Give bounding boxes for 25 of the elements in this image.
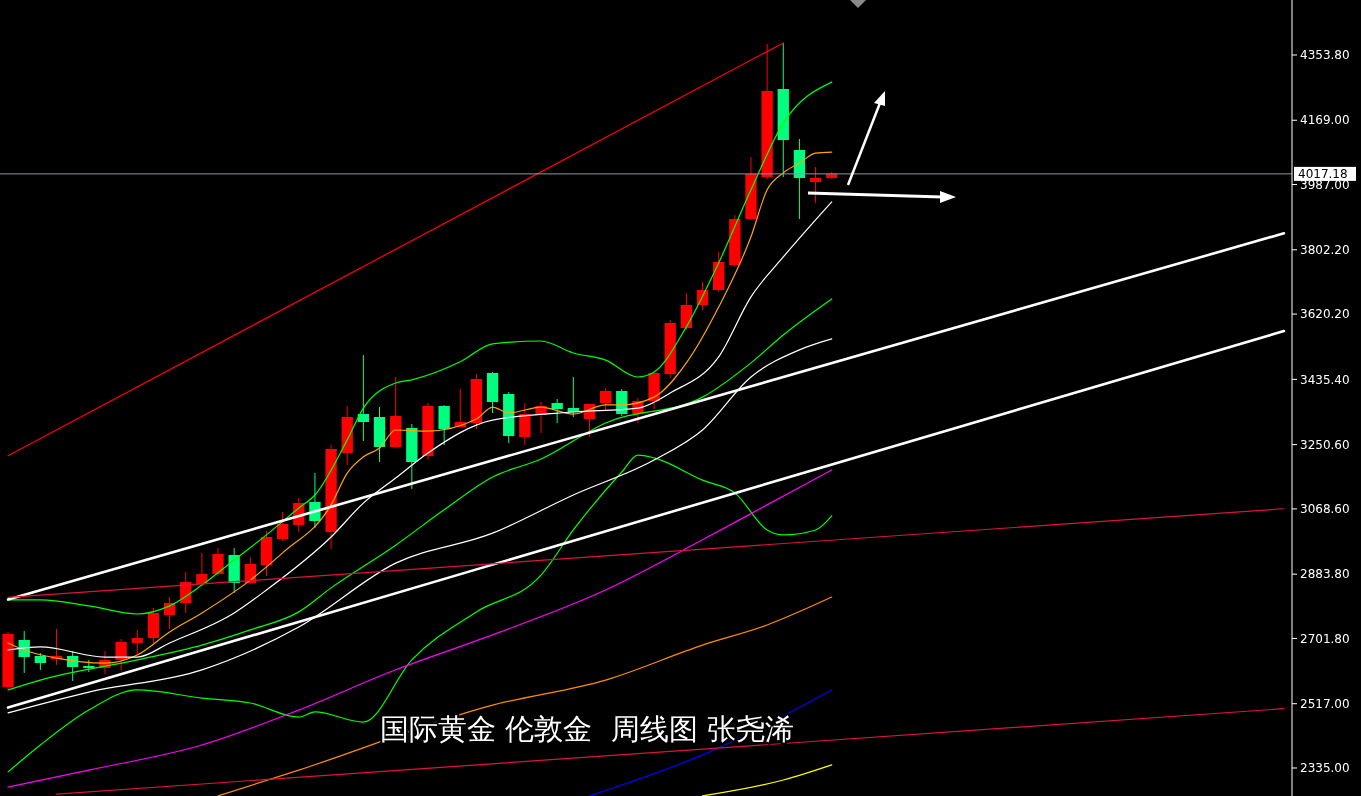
y-tick-label: 2883.80 <box>1300 567 1350 582</box>
y-tick-label: 2517.00 <box>1300 696 1350 711</box>
candlestick <box>551 398 563 424</box>
y-tick-label: 4353.80 <box>1300 48 1350 63</box>
y-tick-label: 3802.20 <box>1300 243 1350 258</box>
y-tick-label: 4169.00 <box>1300 113 1350 128</box>
y-tick-label: 3250.60 <box>1300 437 1350 452</box>
line-series <box>217 596 833 796</box>
y-tick-label: 3620.20 <box>1300 307 1350 322</box>
candlestick <box>809 166 822 204</box>
y-tick-label: 3435.40 <box>1300 372 1350 387</box>
y-tick-label: 2335.00 <box>1300 761 1350 776</box>
candlestick <box>276 511 289 542</box>
candlestick <box>131 629 143 656</box>
candlestick <box>357 354 370 442</box>
y-tick-label: 3068.60 <box>1300 502 1350 517</box>
line-series <box>7 298 833 691</box>
candlestick <box>196 552 208 587</box>
candlestick <box>519 402 531 446</box>
candlestick <box>599 387 612 412</box>
candlestick <box>212 547 224 577</box>
candlestick <box>438 404 450 446</box>
y-tick-label: 2701.80 <box>1300 631 1350 646</box>
line-series <box>7 81 833 615</box>
candlestick <box>680 292 693 331</box>
